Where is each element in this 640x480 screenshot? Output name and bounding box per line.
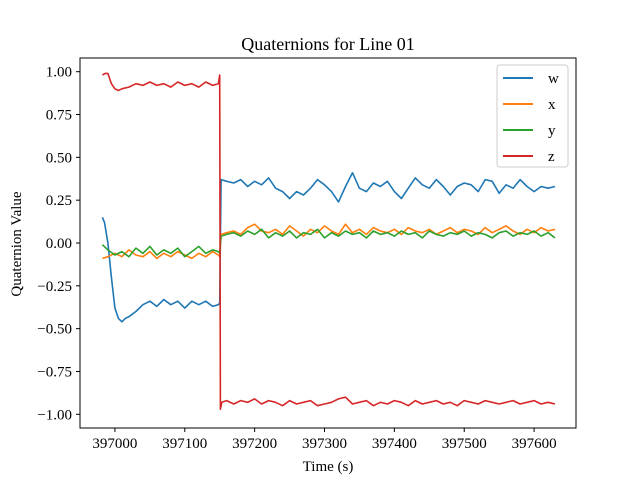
chart-title: Quaternions for Line 01: [241, 34, 414, 54]
x-tick-label: 397300: [302, 436, 347, 452]
legend-label-w: w: [548, 71, 559, 87]
y-tick-label: −0.25: [37, 279, 72, 295]
y-tick-label: −0.50: [37, 322, 72, 338]
y-tick-label: 1.00: [46, 65, 72, 81]
y-tick-label: 0.75: [46, 108, 72, 124]
y-tick-label: 0.50: [46, 150, 72, 166]
x-tick-label: 397500: [442, 436, 487, 452]
x-tick-label: 397400: [372, 436, 417, 452]
series-line-w: [101, 172, 556, 323]
series-layer: [101, 72, 556, 411]
y-tick-label: −0.75: [37, 364, 72, 380]
y-axis-label: Quaternion Value: [9, 191, 25, 296]
x-tick-label: 397600: [512, 436, 557, 452]
legend-box: [496, 64, 569, 168]
y-tick-label: −1.00: [37, 407, 72, 423]
series-line-y: [101, 228, 556, 258]
x-axis-label: Time (s): [303, 459, 354, 475]
legend-label-z: z: [548, 149, 555, 165]
y-tick-label: 0.00: [46, 236, 72, 252]
tick-layer: 397000 397100 397200 397300 397400 397500 3976…: [37, 65, 556, 452]
x-tick-label: 397200: [232, 436, 277, 452]
x-tick-label: 397000: [92, 436, 137, 452]
legend-label-y: y: [548, 123, 556, 139]
series-line-z: [101, 72, 556, 411]
y-tick-label: 0.25: [46, 193, 72, 209]
legend-label-x: x: [548, 97, 556, 113]
x-tick-label: 397100: [162, 436, 207, 452]
